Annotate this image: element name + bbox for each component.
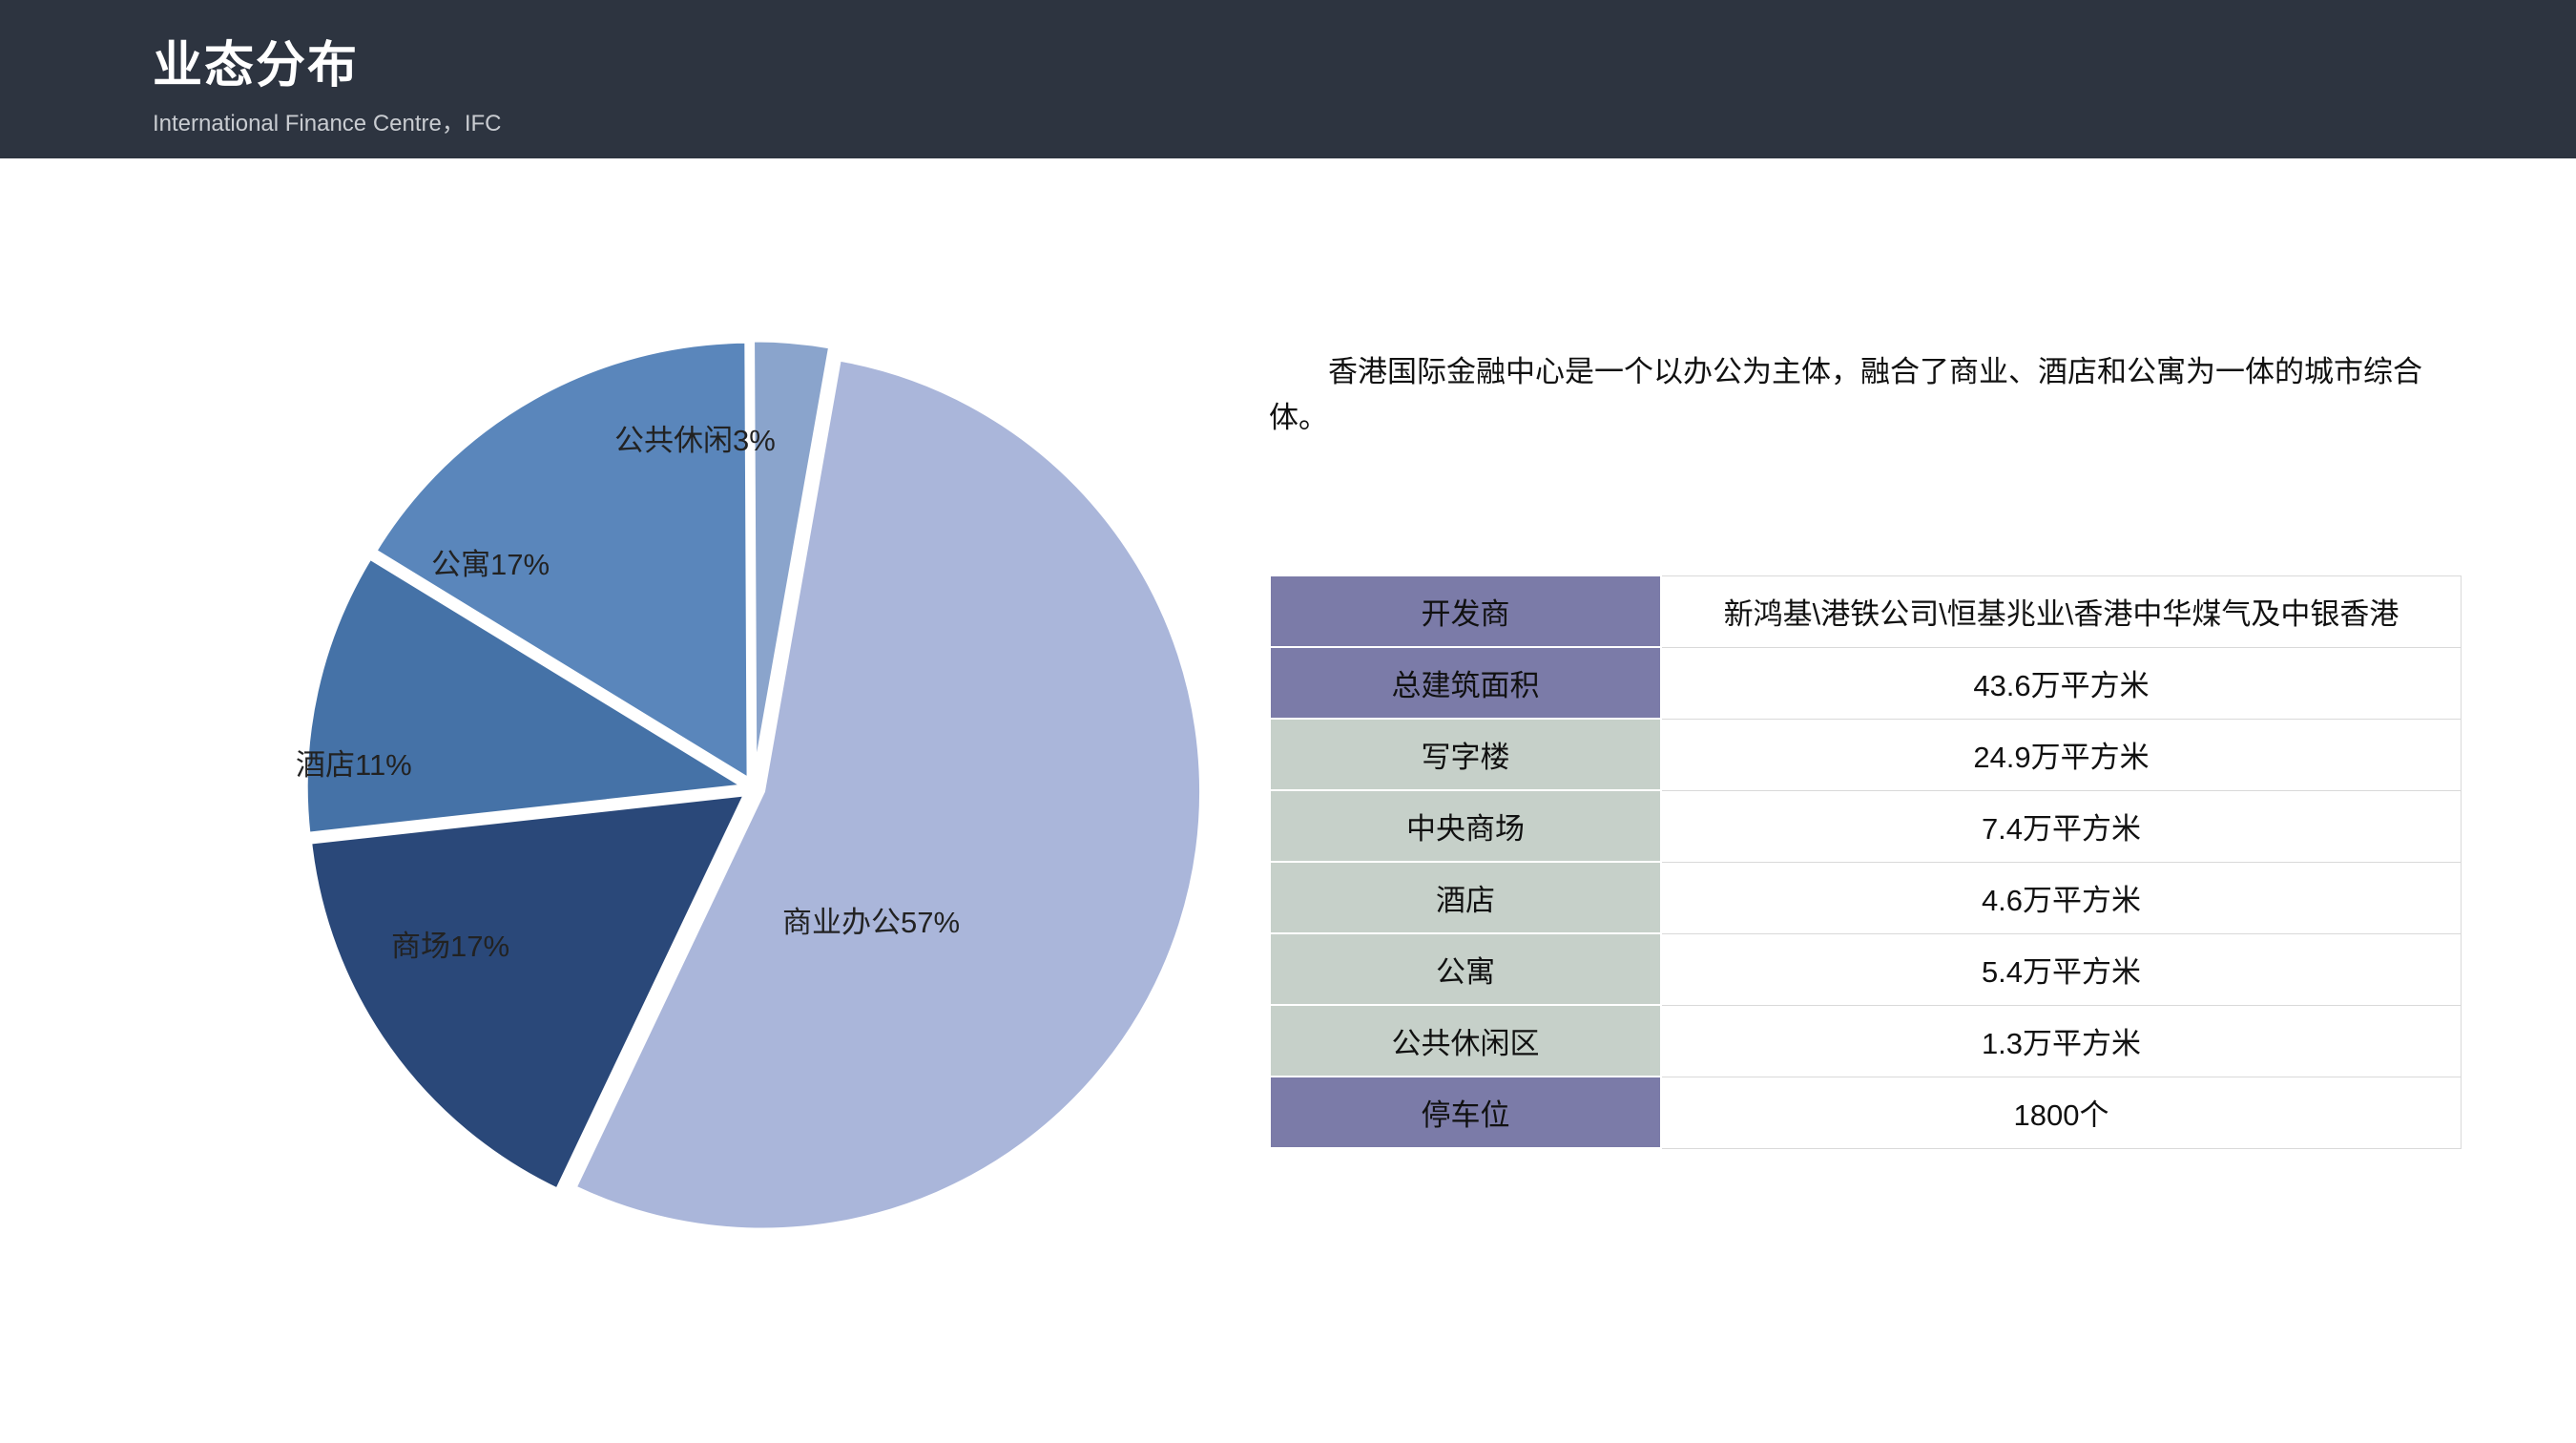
table-value-cell: 43.6万平方米 — [1661, 647, 2462, 719]
header-title: 业态分布 — [153, 25, 2576, 96]
table-label-cell: 写字楼 — [1270, 719, 1661, 790]
table-value-cell: 4.6万平方米 — [1661, 862, 2462, 933]
table-label-cell: 中央商场 — [1270, 790, 1661, 862]
description-text: 香港国际金融中心是一个以办公为主体，融合了商业、酒店和公寓为一体的城市综合体。 — [1269, 349, 2462, 441]
table-label-cell: 公共休闲区 — [1270, 1005, 1661, 1077]
pie-slice-label: 公寓17% — [431, 540, 550, 583]
pie-slice-label: 商业办公57% — [782, 898, 960, 941]
table-row: 停车位1800个 — [1270, 1077, 2462, 1148]
table-row: 写字楼24.9万平方米 — [1270, 719, 2462, 790]
table-row: 总建筑面积43.6万平方米 — [1270, 647, 2462, 719]
table-value-cell: 1.3万平方米 — [1661, 1005, 2462, 1077]
table-value-cell: 1800个 — [1661, 1077, 2462, 1148]
table-label-cell: 总建筑面积 — [1270, 647, 1661, 719]
pie-chart-area: 商业办公57% 商场17% 酒店11% 公寓17% 公共休闲3% — [114, 273, 1259, 1227]
content-area: 商业办公57% 商场17% 酒店11% 公寓17% 公共休闲3% 香港国际金融中心是一个… — [0, 158, 2576, 1227]
pie-slice-label: 商场17% — [391, 922, 509, 965]
table-row: 酒店4.6万平方米 — [1270, 862, 2462, 933]
pie-slice-label: 公共休闲3% — [614, 416, 776, 459]
header-bar: 业态分布 International Finance Centre，IFC — [0, 0, 2576, 158]
table-value-cell: 24.9万平方米 — [1661, 719, 2462, 790]
pie-slice-label: 酒店11% — [296, 741, 412, 784]
info-table: 开发商新鸿基\港铁公司\恒基兆业\香港中华煤气及中银香港总建筑面积43.6万平方… — [1269, 575, 2462, 1149]
table-label-cell: 停车位 — [1270, 1077, 1661, 1148]
table-row: 公寓5.4万平方米 — [1270, 933, 2462, 1005]
header-subtitle: International Finance Centre，IFC — [153, 104, 2576, 137]
right-panel: 香港国际金融中心是一个以办公为主体，融合了商业、酒店和公寓为一体的城市综合体。 … — [1259, 273, 2576, 1227]
table-label-cell: 酒店 — [1270, 862, 1661, 933]
table-value-cell: 7.4万平方米 — [1661, 790, 2462, 862]
table-label-cell: 开发商 — [1270, 575, 1661, 647]
table-value-cell: 新鸿基\港铁公司\恒基兆业\香港中华煤气及中银香港 — [1661, 575, 2462, 647]
table-label-cell: 公寓 — [1270, 933, 1661, 1005]
table-row: 中央商场7.4万平方米 — [1270, 790, 2462, 862]
table-row: 开发商新鸿基\港铁公司\恒基兆业\香港中华煤气及中银香港 — [1270, 575, 2462, 647]
table-value-cell: 5.4万平方米 — [1661, 933, 2462, 1005]
table-row: 公共休闲区1.3万平方米 — [1270, 1005, 2462, 1077]
